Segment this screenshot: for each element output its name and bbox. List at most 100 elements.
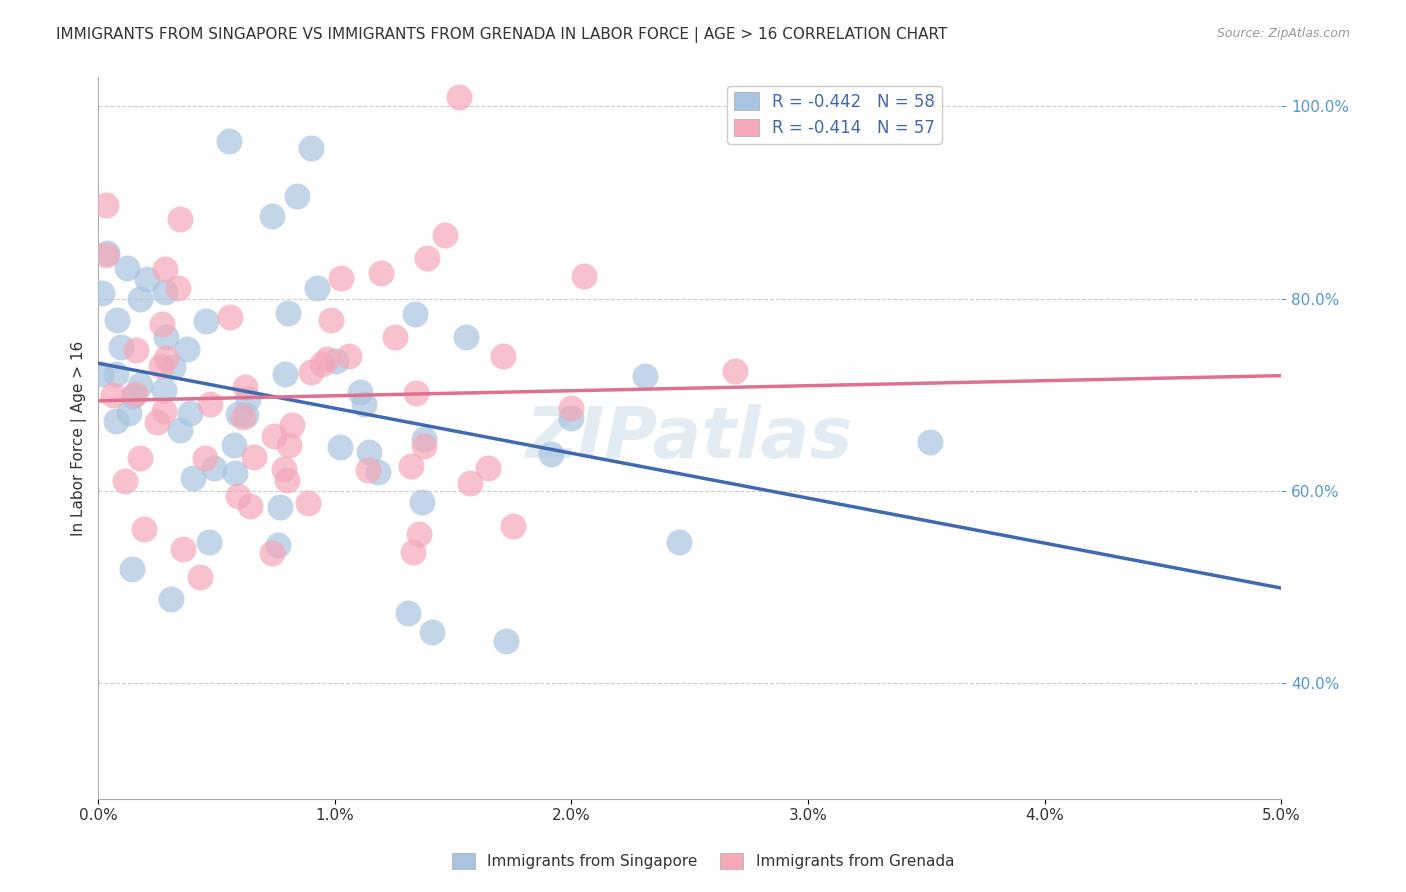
Point — [105, 367, 128, 381]
Point — [226, 407, 249, 421]
Point — [349, 384, 371, 399]
Point — [311, 357, 333, 371]
Legend: R = -0.442   N = 58, R = -0.414   N = 57: R = -0.442 N = 58, R = -0.414 N = 57 — [727, 86, 942, 144]
Point — [91, 285, 114, 300]
Point — [197, 534, 219, 549]
Point — [370, 266, 392, 280]
Point — [172, 542, 194, 557]
Point — [560, 410, 582, 425]
Point — [135, 272, 157, 286]
Point — [243, 450, 266, 464]
Point — [166, 281, 188, 295]
Point — [495, 634, 517, 648]
Point — [125, 343, 148, 357]
Point — [460, 475, 482, 490]
Point — [277, 305, 299, 319]
Point — [202, 460, 225, 475]
Point — [145, 416, 167, 430]
Point — [447, 89, 470, 103]
Point — [121, 562, 143, 576]
Point — [129, 450, 152, 465]
Point — [273, 462, 295, 476]
Point — [176, 342, 198, 356]
Point — [94, 248, 117, 262]
Point — [195, 314, 218, 328]
Point — [337, 349, 360, 363]
Point — [404, 307, 426, 321]
Point — [152, 403, 174, 417]
Point — [367, 465, 389, 479]
Point — [267, 538, 290, 552]
Point — [540, 447, 562, 461]
Point — [103, 388, 125, 402]
Point — [434, 227, 457, 242]
Point — [412, 439, 434, 453]
Point — [188, 570, 211, 584]
Text: IMMIGRANTS FROM SINGAPORE VS IMMIGRANTS FROM GRENADA IN LABOR FORCE | AGE > 16 C: IMMIGRANTS FROM SINGAPORE VS IMMIGRANTS … — [56, 27, 948, 43]
Point — [401, 545, 423, 559]
Point — [724, 364, 747, 378]
Point — [218, 134, 240, 148]
Point — [122, 389, 145, 403]
Point — [560, 401, 582, 416]
Point — [281, 417, 304, 432]
Point — [90, 368, 112, 382]
Point — [502, 518, 524, 533]
Point — [235, 408, 257, 422]
Point — [307, 281, 329, 295]
Point — [262, 209, 284, 223]
Point — [129, 293, 152, 307]
Point — [405, 386, 427, 401]
Point — [263, 429, 285, 443]
Point — [357, 463, 380, 477]
Point — [299, 141, 322, 155]
Point — [152, 383, 174, 397]
Point — [179, 406, 201, 420]
Point — [329, 271, 352, 285]
Point — [226, 489, 249, 503]
Point — [325, 353, 347, 368]
Point — [456, 329, 478, 343]
Point — [329, 440, 352, 454]
Point — [353, 397, 375, 411]
Point — [117, 261, 139, 276]
Point — [162, 359, 184, 374]
Point — [401, 458, 423, 473]
Point — [572, 269, 595, 284]
Point — [134, 522, 156, 536]
Point — [181, 471, 204, 485]
Y-axis label: In Labor Force | Age > 16: In Labor Force | Age > 16 — [72, 341, 87, 536]
Point — [233, 380, 256, 394]
Point — [477, 461, 499, 475]
Point — [219, 310, 242, 324]
Point — [160, 592, 183, 607]
Point — [155, 351, 177, 365]
Point — [319, 313, 342, 327]
Point — [384, 330, 406, 344]
Point — [492, 349, 515, 363]
Point — [194, 451, 217, 466]
Point — [357, 444, 380, 458]
Point — [110, 340, 132, 354]
Point — [415, 251, 437, 265]
Point — [105, 313, 128, 327]
Point — [118, 406, 141, 420]
Point — [413, 432, 436, 446]
Point — [408, 527, 430, 541]
Point — [634, 369, 657, 384]
Point — [150, 317, 173, 331]
Point — [297, 496, 319, 510]
Text: ZIPatlas: ZIPatlas — [526, 403, 853, 473]
Point — [153, 285, 176, 299]
Point — [232, 410, 254, 425]
Point — [276, 473, 298, 487]
Point — [278, 437, 301, 451]
Legend: Immigrants from Singapore, Immigrants from Grenada: Immigrants from Singapore, Immigrants fr… — [446, 847, 960, 875]
Point — [269, 500, 291, 514]
Point — [155, 330, 177, 344]
Point — [411, 495, 433, 509]
Point — [124, 386, 146, 401]
Point — [238, 392, 260, 406]
Point — [169, 211, 191, 226]
Point — [260, 546, 283, 560]
